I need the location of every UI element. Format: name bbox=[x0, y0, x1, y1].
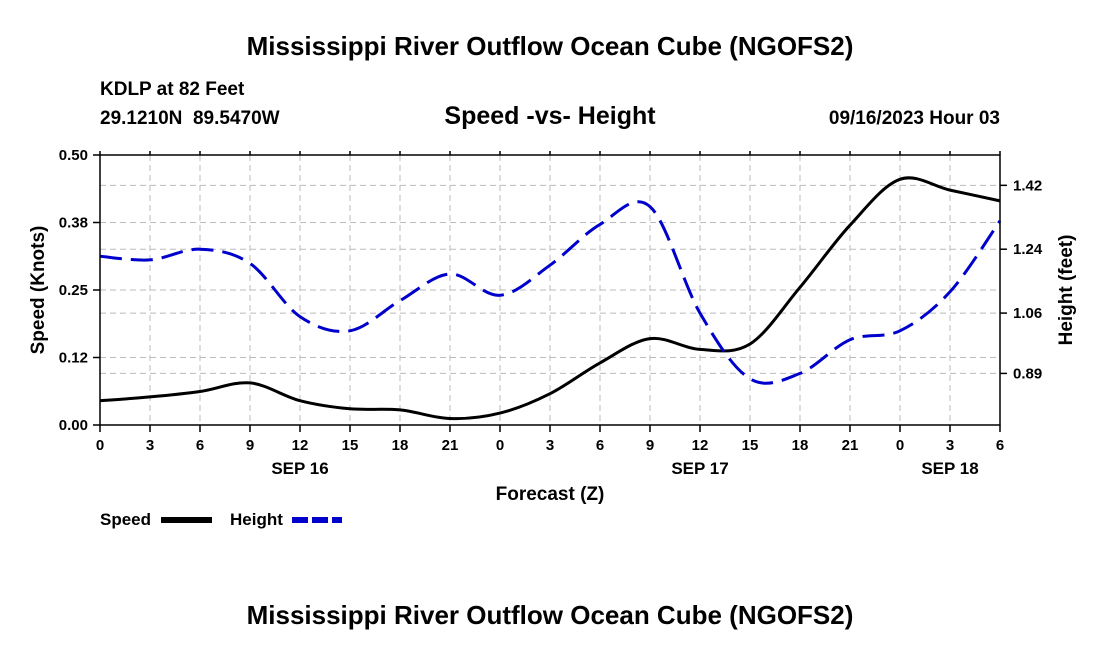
speed-line bbox=[99, 176, 1001, 421]
x-tick-label: 18 bbox=[392, 437, 409, 454]
legend-speed-label: Speed bbox=[100, 510, 151, 529]
coordinates-label: 29.1210N 89.5470W bbox=[100, 108, 280, 129]
axes: 0 3 6 9 12 15 18 21 0 3 6 9 12 15 18 21 0 3 6 0.00 0.12 0.25 0… bbox=[59, 147, 1043, 478]
x-tick-label: 9 bbox=[246, 437, 254, 454]
y2-tick-label: 1.06 bbox=[1013, 305, 1042, 322]
x-tick-label: 15 bbox=[342, 437, 359, 454]
x-tick-label: 12 bbox=[692, 437, 709, 454]
y2-tick-label: 0.89 bbox=[1013, 365, 1042, 382]
height-line bbox=[99, 200, 1002, 385]
chart-subtitle: Speed -vs- Height bbox=[444, 102, 656, 130]
x-tick-label: 3 bbox=[546, 437, 554, 454]
y-tick-label: 0.38 bbox=[59, 215, 88, 232]
y2-tick-label: 1.42 bbox=[1013, 177, 1042, 194]
x-tick-label: 21 bbox=[842, 437, 859, 454]
y-tick-label: 0.00 bbox=[59, 417, 88, 434]
main-title: Mississippi River Outflow Ocean Cube (NG… bbox=[247, 31, 854, 61]
x-tick-label: 18 bbox=[792, 437, 809, 454]
x-tick-label: 21 bbox=[442, 437, 459, 454]
x-tick-label: 0 bbox=[496, 437, 504, 454]
x-tick-label: 0 bbox=[896, 437, 904, 454]
y2-axis-title: Height (feet) bbox=[1056, 235, 1077, 346]
x-tick-label: 15 bbox=[742, 437, 759, 454]
y-tick-label: 0.50 bbox=[59, 147, 88, 164]
y-tick-label: 0.25 bbox=[59, 282, 88, 299]
x-tick-label: 9 bbox=[646, 437, 654, 454]
station-label: KDLP at 82 Feet bbox=[100, 79, 245, 100]
x-axis-title: Forecast (Z) bbox=[496, 484, 605, 505]
day-label: SEP 17 bbox=[671, 459, 728, 478]
footer-title: Mississippi River Outflow Ocean Cube (NG… bbox=[247, 600, 854, 630]
x-tick-label: 0 bbox=[96, 437, 104, 454]
x-tick-label: 3 bbox=[946, 437, 954, 454]
x-tick-label: 6 bbox=[196, 437, 204, 454]
day-label: SEP 18 bbox=[921, 459, 978, 478]
datetime-label: 09/16/2023 Hour 03 bbox=[829, 108, 1000, 129]
legend: Speed Height bbox=[100, 510, 342, 529]
x-tick-label: 6 bbox=[996, 437, 1004, 454]
x-tick-label: 6 bbox=[596, 437, 604, 454]
x-tick-label: 12 bbox=[292, 437, 309, 454]
grid bbox=[100, 155, 1000, 425]
series-layer bbox=[99, 176, 1002, 421]
legend-height-label: Height bbox=[230, 510, 283, 529]
x-tick-label: 3 bbox=[146, 437, 154, 454]
y2-tick-label: 1.24 bbox=[1013, 241, 1043, 258]
day-label: SEP 16 bbox=[271, 459, 328, 478]
y-axis-title: Speed (Knots) bbox=[28, 226, 49, 355]
y-tick-label: 0.12 bbox=[59, 350, 88, 367]
